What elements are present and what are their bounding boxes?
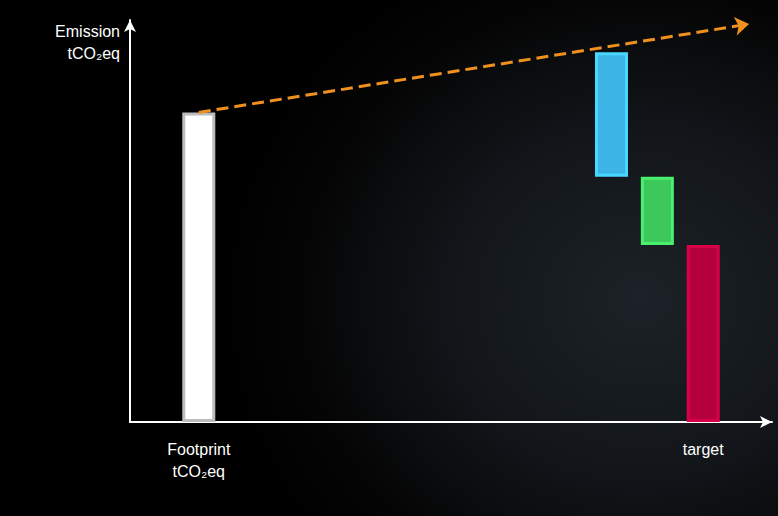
svg-text:tCO₂eq: tCO₂eq	[173, 463, 225, 480]
svg-text:Emission: Emission	[55, 23, 120, 40]
svg-text:target: target	[683, 441, 724, 458]
svg-text:tCO₂eq: tCO₂eq	[68, 45, 120, 62]
svg-text:Footprint: Footprint	[167, 441, 231, 458]
